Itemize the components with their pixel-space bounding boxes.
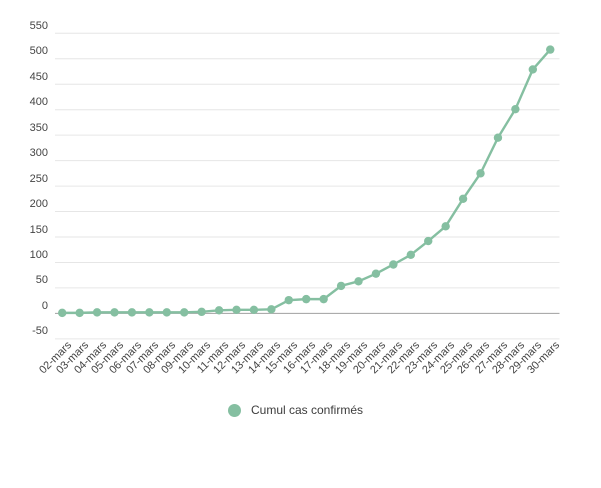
data-point[interactable] <box>476 169 485 178</box>
data-point[interactable] <box>110 308 119 317</box>
y-axis-label: 100 <box>29 248 48 261</box>
data-point[interactable] <box>441 222 450 231</box>
data-point[interactable] <box>92 308 102 317</box>
data-point[interactable] <box>127 308 137 317</box>
data-point[interactable] <box>424 236 433 246</box>
data-point[interactable] <box>354 277 363 286</box>
legend: Cumul cas confirmés <box>0 402 601 419</box>
data-point[interactable] <box>75 308 84 318</box>
data-point[interactable] <box>528 65 538 74</box>
data-point[interactable] <box>232 305 241 315</box>
legend-item[interactable]: Cumul cas confirmés <box>227 402 364 419</box>
data-point[interactable] <box>197 307 206 317</box>
data-point[interactable] <box>284 295 293 305</box>
y-axis-label: 250 <box>29 172 48 185</box>
y-axis-label: 50 <box>35 274 48 287</box>
data-point[interactable] <box>371 269 381 278</box>
y-axis-label: 500 <box>29 45 48 58</box>
data-point[interactable] <box>302 294 311 304</box>
legend-marker-icon <box>227 404 241 417</box>
data-point[interactable] <box>162 308 171 317</box>
series-line <box>62 48 552 315</box>
data-point[interactable] <box>145 308 154 317</box>
y-axis-label: 350 <box>29 121 48 134</box>
data-point[interactable] <box>389 260 398 269</box>
y-axis-label: -50 <box>32 325 48 338</box>
data-point[interactable] <box>406 250 415 260</box>
data-point[interactable] <box>511 104 520 114</box>
data-point[interactable] <box>249 305 259 315</box>
y-axis-label: 300 <box>29 147 48 160</box>
data-point[interactable] <box>214 306 224 315</box>
y-axis-label: 400 <box>29 96 48 109</box>
data-point[interactable] <box>58 308 67 318</box>
data-point[interactable] <box>493 133 503 142</box>
data-point[interactable] <box>180 308 189 317</box>
data-point[interactable] <box>267 305 276 314</box>
y-axis-label: 0 <box>41 299 48 312</box>
data-point[interactable] <box>546 45 555 54</box>
y-axis-label: 150 <box>29 223 48 236</box>
data-point[interactable] <box>458 194 468 204</box>
y-axis-label: 450 <box>29 70 48 83</box>
y-axis-label: 550 <box>29 19 48 32</box>
legend-label: Cumul cas confirmés <box>250 403 364 417</box>
data-point[interactable] <box>336 281 346 291</box>
data-point[interactable] <box>319 294 328 304</box>
y-axis-label: 200 <box>29 198 48 211</box>
